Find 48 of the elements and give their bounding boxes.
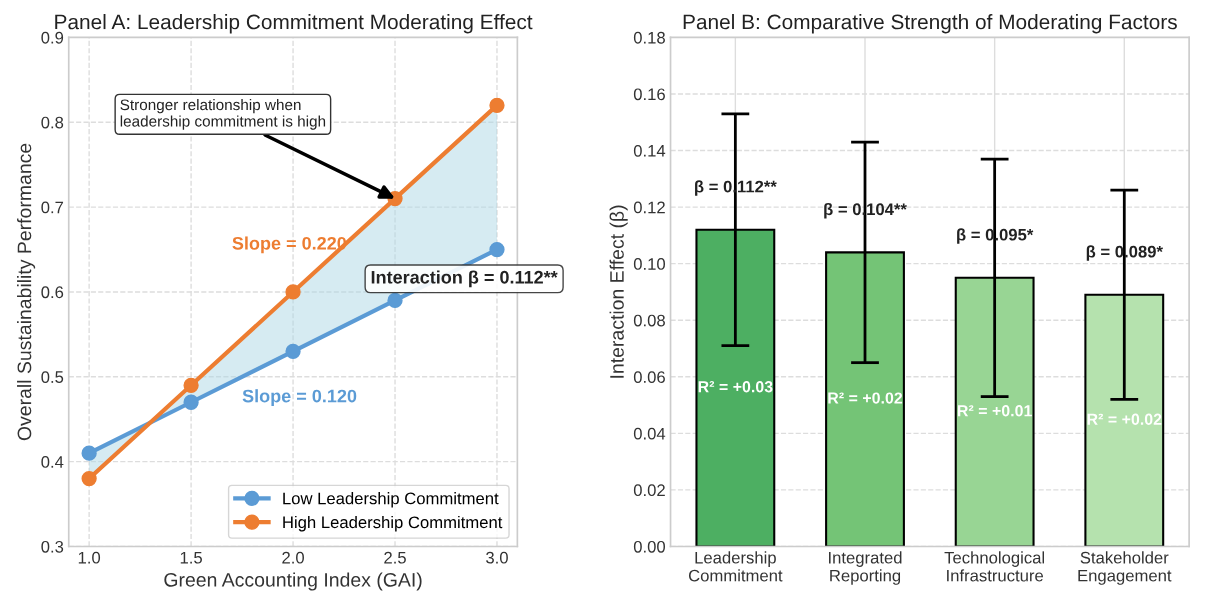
annotation: R² = +0.02 xyxy=(1087,413,1162,425)
annotation: R² = +0.02 xyxy=(828,392,903,404)
y-tick-label: 0.6 xyxy=(41,286,64,299)
point xyxy=(489,241,505,258)
y-tick-label: 0.8 xyxy=(41,116,64,129)
y-tick-label: 0.4 xyxy=(41,456,64,468)
x-tick-label: Stakeholder Engagement xyxy=(1078,551,1172,585)
annotation: Stronger relationship when leadership commitment is high xyxy=(120,98,326,130)
y-tick-label: 0.08 xyxy=(633,314,665,327)
y-tick-label: 0.18 xyxy=(633,31,665,44)
y-tick-label: 0.14 xyxy=(633,144,666,157)
y-tick-label: 0.16 xyxy=(633,88,665,101)
x-tick-label: 1.0 xyxy=(78,551,101,564)
point xyxy=(285,343,301,359)
annotation: Slope = 0.120 xyxy=(242,389,357,406)
y-tick-label: 0.5 xyxy=(41,371,64,383)
y-tick-label: 0.7 xyxy=(41,201,64,214)
x-tick-label: Integrated Reporting xyxy=(829,551,902,585)
x-tick-label: 2.5 xyxy=(384,551,406,564)
y-tick-label: 0.9 xyxy=(41,31,64,44)
point xyxy=(81,470,97,487)
y-tick-label: 0.04 xyxy=(633,427,666,440)
annotation: R² = +0.01 xyxy=(957,405,1032,417)
x-tick-label: Leadership Commitment xyxy=(688,551,783,582)
x-tick-label: 3.0 xyxy=(486,551,508,564)
y-axis-title: Overall Sustainability Performance xyxy=(17,143,36,441)
legend-label: High Leadership Commitment xyxy=(283,515,503,532)
y-axis-title: Interaction Effect (β) xyxy=(609,205,628,378)
annotation: R² = +0.03 xyxy=(698,381,773,393)
point xyxy=(489,97,505,113)
point xyxy=(81,445,97,461)
chart-title: Panel B: Comparative Strength of Moderating Factors xyxy=(683,13,1177,34)
x-tick-label: 1.5 xyxy=(180,551,202,564)
legend-label: Low Leadership Commitment xyxy=(283,492,499,508)
y-tick-label: 0.3 xyxy=(41,540,64,553)
point xyxy=(387,292,403,309)
y-tick-label: 0.02 xyxy=(633,484,665,497)
point xyxy=(183,377,199,393)
point xyxy=(285,284,301,300)
x-axis-title: Green Accounting Index (GAI) xyxy=(164,572,422,591)
x-tick-label: Technological Infrastructure xyxy=(944,551,1045,582)
x-tick-label: 2.0 xyxy=(282,551,304,564)
y-tick-label: 0.10 xyxy=(633,258,666,270)
annotation: Interaction β = 0.112** xyxy=(371,270,558,288)
y-tick-label: 0.00 xyxy=(633,540,666,553)
point xyxy=(183,394,199,410)
y-tick-label: 0.06 xyxy=(633,371,665,383)
y-tick-label: 0.12 xyxy=(633,201,665,214)
